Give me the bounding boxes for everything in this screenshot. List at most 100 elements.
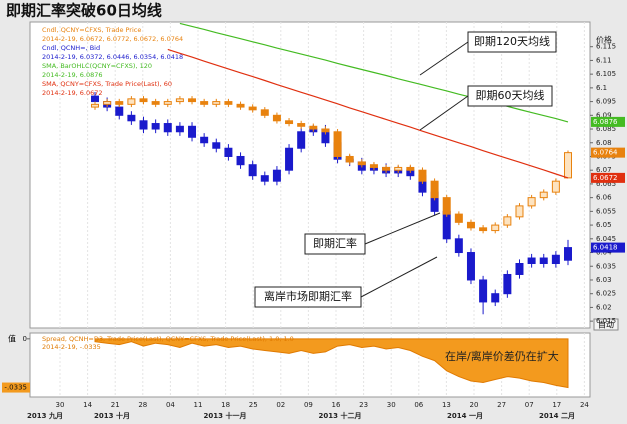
y-tick-label: 6.085 (596, 125, 616, 133)
candle-body (454, 238, 463, 254)
legend-entry: 2014-2-19, -.0335 (42, 343, 101, 351)
x-tick-label: 04 (166, 401, 175, 409)
y-tick-label: 0 (23, 335, 27, 343)
x-tick-label: 24 (580, 401, 589, 409)
y-tick-label: 6.035 (596, 262, 616, 270)
candle-body (115, 101, 124, 105)
candle-body (503, 273, 512, 295)
last-value-box (591, 172, 625, 183)
last-value-box (591, 116, 625, 127)
x-tick-label: 18 (221, 401, 230, 409)
candle-body (91, 103, 99, 108)
annotation-box (467, 85, 553, 107)
y-tick-label: 6.06 (596, 194, 612, 202)
candle-body (527, 257, 536, 265)
y-tick-label: 6.065 (596, 180, 616, 188)
x-tick-label: 23 (359, 401, 368, 409)
candle-body (212, 142, 221, 149)
y-tick-label: 6.015 (596, 317, 616, 325)
candle-body (139, 120, 148, 130)
candle-body (479, 227, 488, 232)
annotation: 离岸市场即期汇率 (264, 289, 352, 303)
candle-body (321, 128, 330, 133)
y-tick-label: -.0335 (4, 384, 27, 392)
y-tick-label: 6.07 (596, 166, 612, 174)
candle-body (527, 197, 536, 207)
candle-body (466, 221, 475, 229)
candle-body (369, 164, 378, 168)
candle-body (515, 263, 524, 275)
candle-body (200, 101, 209, 105)
candle-body (127, 98, 136, 105)
y-tick-label: 6.045 (596, 235, 616, 243)
annotation-arrow (364, 212, 441, 245)
candle-body (175, 98, 184, 103)
candle-body (285, 120, 294, 125)
legend-entry: 2014-2-19, 6.0672, 6.0772, 6.0672, 6.076… (42, 35, 183, 43)
spread-area (94, 338, 569, 389)
x-tick-label: 13 (442, 401, 451, 409)
candle-body (91, 95, 99, 103)
last-value-label: 6.0672 (593, 174, 618, 182)
legend-entry: 2014-2-19, 6.0672 (42, 89, 103, 97)
x-tick-label: 06 (414, 401, 423, 409)
y-tick-label: 6.09 (596, 111, 612, 119)
candle-body (491, 224, 500, 232)
annotation: 在岸/离岸价差仍在扩大 (445, 349, 559, 363)
x-tick-label: 25 (249, 401, 258, 409)
month-label: 2013 十二月 (319, 411, 362, 420)
y-tick-label: 6.1 (596, 84, 607, 92)
month-label: 2013 十一月 (204, 411, 247, 420)
auto-button-label[interactable]: 自动 (598, 320, 614, 330)
spread-axis-label: 值 (8, 334, 16, 344)
auto-button[interactable] (593, 318, 619, 331)
candle-body (539, 257, 548, 265)
legend-entry: Cndl, QCNH=, Bid (42, 44, 100, 52)
legend-entry: Cndl, QCNY=CFXS, Trade Price (42, 26, 141, 34)
y-tick-label: 6.105 (596, 70, 616, 78)
candle-body (382, 166, 391, 171)
candle-body (539, 191, 548, 199)
legend-entry: 2014-2-19, 6.0372, 6.0446, 6.0354, 6.041… (42, 53, 183, 61)
y-axis-label: 价格 (596, 35, 612, 45)
candle-body (345, 155, 354, 163)
last-value-label: 6.0764 (593, 149, 618, 157)
x-tick-label: 16 (332, 401, 341, 409)
candle-body (200, 136, 209, 144)
annotation: 即期60天均线 (476, 88, 545, 102)
x-tick-label: 02 (276, 401, 285, 409)
month-label: 2014 二月 (539, 412, 575, 420)
y-tick-highlight (2, 382, 30, 393)
candle-body (163, 123, 172, 133)
candle-body (564, 247, 572, 261)
chart-title: 即期汇率突破60日均线 (6, 2, 162, 20)
candle-body (515, 205, 524, 218)
y-tick-label: 6.03 (596, 276, 612, 284)
candle-body (260, 175, 269, 182)
month-label: 2014 一月 (447, 412, 483, 420)
month-label: 2013 九月 (27, 411, 63, 420)
sma-line (167, 48, 569, 179)
legend-entry: SMA, QCNY=CFXS, Trade Price(Last), 60 (42, 80, 172, 88)
candle-body (442, 197, 451, 215)
annotation-box (304, 233, 366, 255)
x-tick-label: 07 (525, 401, 534, 409)
last-value-label: 6.0876 (593, 118, 618, 126)
legend-entry: SMA, BarOHLC(QCNY=CFXS), 120 (42, 62, 152, 70)
y-tick-label: 6.095 (596, 98, 616, 106)
candle-body (394, 166, 403, 171)
x-tick-label: 11 (194, 401, 203, 409)
candle-body (139, 98, 148, 103)
candle-body (297, 123, 306, 127)
x-tick-label: 20 (470, 401, 479, 409)
candle-body (103, 101, 112, 105)
candle-body (491, 293, 500, 303)
x-tick-label: 14 (83, 401, 92, 409)
candle-body (248, 164, 257, 177)
month-label: 2013 十月 (94, 411, 130, 420)
x-tick-label: 21 (111, 401, 120, 409)
last-value-label: 6.0418 (593, 244, 618, 252)
x-tick-label: 28 (138, 401, 147, 409)
candle-body (406, 166, 415, 171)
candle-body (115, 106, 124, 116)
